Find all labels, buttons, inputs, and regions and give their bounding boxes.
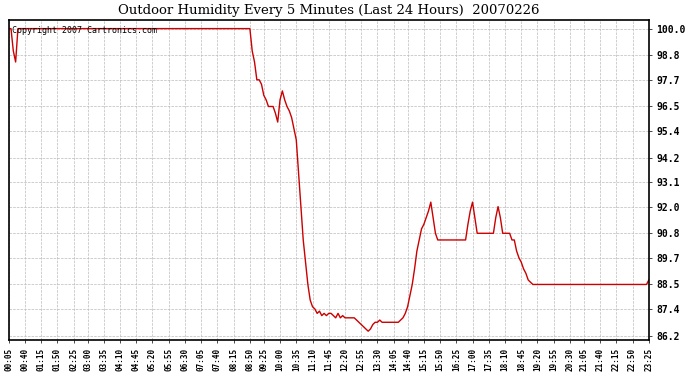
Title: Outdoor Humidity Every 5 Minutes (Last 24 Hours)  20070226: Outdoor Humidity Every 5 Minutes (Last 2… (118, 4, 540, 17)
Text: Copyright 2007 Cartronics.com: Copyright 2007 Cartronics.com (12, 26, 157, 35)
